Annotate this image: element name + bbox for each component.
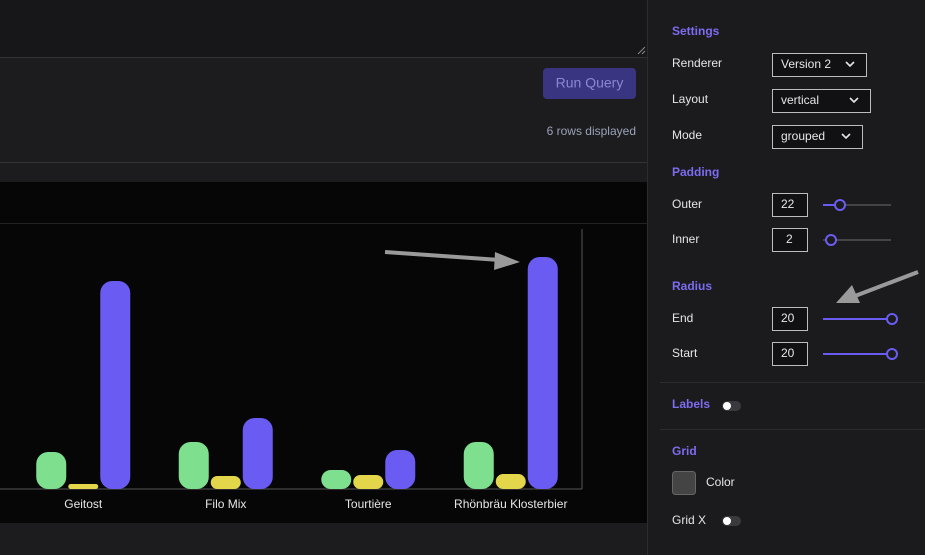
input-value[interactable]: 2 xyxy=(786,232,793,246)
bar xyxy=(321,470,352,489)
select[interactable] xyxy=(772,89,871,113)
chevron xyxy=(841,133,851,140)
field-label: Inner xyxy=(672,232,699,246)
field-label: Start xyxy=(672,346,698,360)
input-value[interactable]: 20 xyxy=(781,346,795,360)
number-input[interactable] xyxy=(772,342,808,366)
field-label: Color xyxy=(706,475,735,489)
toggle-knob xyxy=(723,402,731,410)
input-value[interactable]: 20 xyxy=(781,311,795,325)
bar xyxy=(178,442,209,489)
number-input[interactable] xyxy=(772,307,808,331)
number-input[interactable] xyxy=(772,228,808,252)
row-count: 6 rows displayed xyxy=(547,124,636,138)
x-tick-label: Filo Mix xyxy=(205,497,246,511)
slider-knob[interactable] xyxy=(825,234,837,246)
slider-knob[interactable] xyxy=(834,199,846,211)
bar xyxy=(36,452,67,489)
select[interactable] xyxy=(772,53,867,77)
slider-knob[interactable] xyxy=(886,348,898,360)
run-button-label[interactable]: Run Query xyxy=(556,75,624,91)
annotation-arrow xyxy=(384,250,501,262)
section-title: Padding xyxy=(672,165,719,179)
chevron xyxy=(845,61,855,68)
x-tick-label: Tourtière xyxy=(345,497,392,511)
bar xyxy=(242,418,273,489)
bar xyxy=(353,475,384,489)
section-title: Labels xyxy=(672,397,710,411)
section-title: Settings xyxy=(672,24,720,38)
toggle-knob xyxy=(723,517,731,525)
bar xyxy=(385,450,416,489)
field-label: Outer xyxy=(672,197,702,211)
select-value[interactable]: grouped xyxy=(781,129,825,143)
query-editor[interactable] xyxy=(0,0,647,57)
select-value[interactable]: vertical xyxy=(781,93,819,107)
annotation-arrow-head xyxy=(494,252,520,270)
chevron xyxy=(849,97,859,104)
bar xyxy=(463,442,494,489)
field-label: Mode xyxy=(672,128,702,142)
field-label: Grid X xyxy=(672,513,706,527)
section-title: Radius xyxy=(672,279,712,293)
color-swatch[interactable] xyxy=(672,471,696,495)
number-input[interactable] xyxy=(772,193,808,217)
x-tick-label: Rhönbräu Klosterbier xyxy=(454,497,567,511)
resize-handle[interactable] xyxy=(637,46,646,55)
field-label: End xyxy=(672,311,693,325)
input-value[interactable]: 22 xyxy=(781,197,795,211)
slider-knob[interactable] xyxy=(886,313,898,325)
field-label: Layout xyxy=(672,92,709,106)
select-value[interactable]: Version 2 xyxy=(781,57,831,71)
annotation-arrow-head xyxy=(836,285,860,303)
x-tick-label: Geitost xyxy=(64,497,103,511)
bar xyxy=(527,257,558,489)
field-label: Renderer xyxy=(672,56,722,70)
section-title: Grid xyxy=(672,444,697,458)
bar xyxy=(100,281,131,489)
bar xyxy=(210,476,241,489)
bar xyxy=(495,474,526,489)
select[interactable] xyxy=(772,125,863,149)
run-button[interactable] xyxy=(543,68,636,99)
annotation-arrow xyxy=(854,270,919,298)
bar xyxy=(68,484,99,489)
